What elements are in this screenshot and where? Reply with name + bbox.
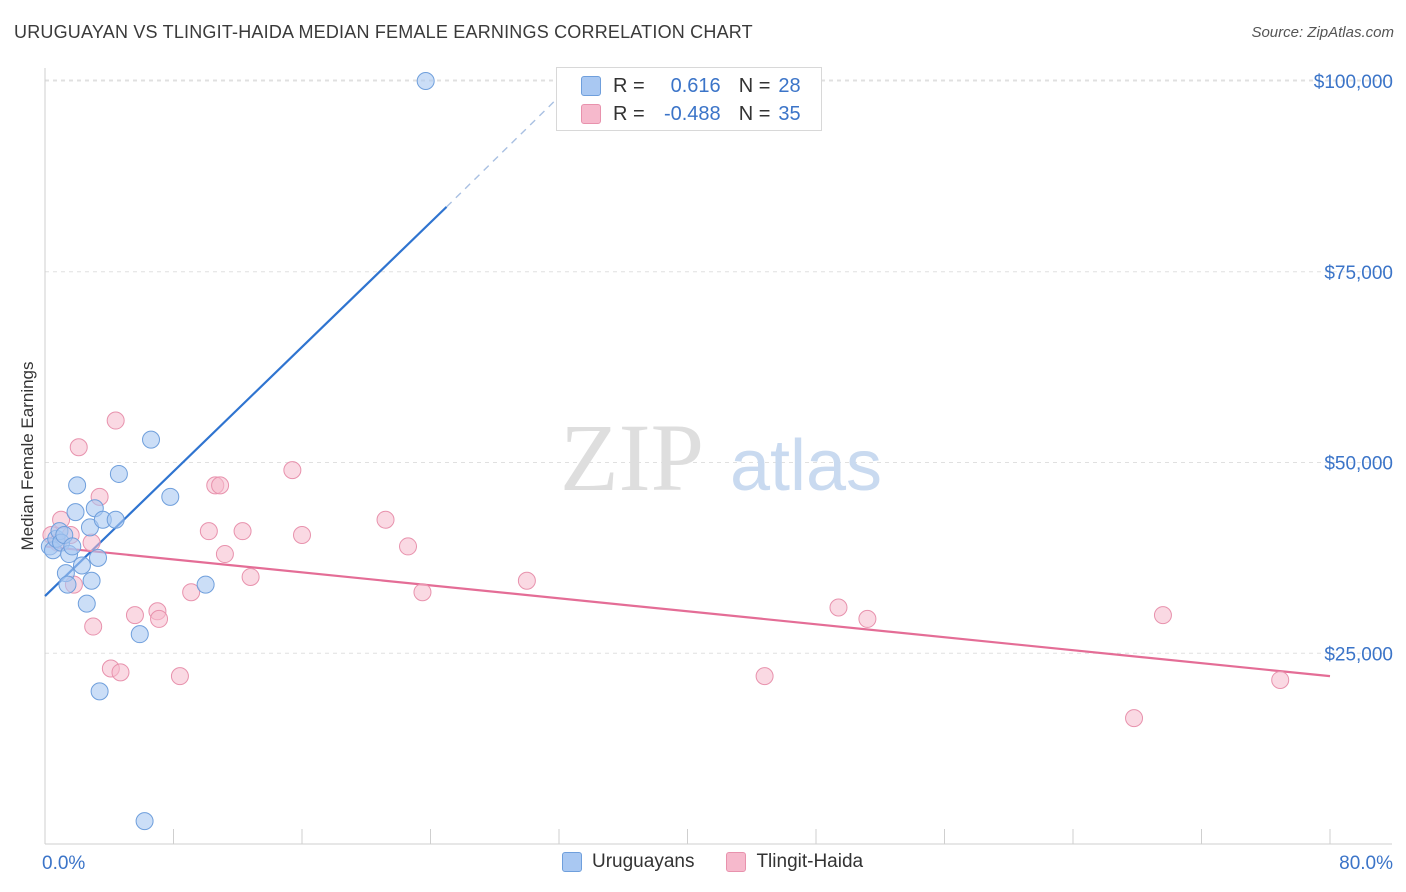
legend-r-value: -0.488 [663,102,721,125]
tlingit-haida-point [150,609,169,628]
tlingit-haida-point [215,545,234,564]
tlingit-haida-point [1125,709,1144,728]
tlingit-haida-point [376,510,395,529]
watermark-zip: ZIP [560,404,704,511]
legend-label-uruguayans: Uruguayans [592,851,695,872]
series-legend: Uruguayans Tlingit-Haida [562,851,895,873]
y-axis-label: Median Female Earnings [18,362,37,551]
uruguayan-point [142,430,161,449]
legend-swatch-pink [726,852,747,872]
legend-item-uruguayans[interactable]: Uruguayans [562,851,694,873]
uruguayan-point [68,476,87,495]
uruguayan-trend-line [44,206,448,597]
legend-label-tlingit-haida: Tlingit-Haida [756,851,864,872]
tlingit-haida-trend-line [44,545,1331,678]
uruguayan-point [82,571,101,590]
legend-n-label: N = [738,102,771,125]
tlingit-haida-point [233,522,252,541]
tlingit-haida-point [106,411,125,430]
tlingit-haida-point [293,525,311,544]
legend-swatch-pink [581,104,601,124]
legend-r-label: R = [613,102,645,125]
y-tick-label: $50,000 [1324,454,1393,475]
legend-swatch-blue [562,852,582,872]
tlingit-haida-point [241,567,260,586]
tlingit-haida-point [82,533,101,552]
tlingit-haida-point [1153,606,1172,625]
tlingit-haida-point [413,583,432,602]
tick-labels: $25,000 $50,000 $75,000 $100,000 0.0% 80.0% [42,72,1393,874]
tlingit-haida-point [211,476,230,495]
uruguayan-point [58,575,77,594]
legend-row-tlingit-haida: R = -0.488 N = 35 [581,101,801,127]
y-tick-label: $25,000 [1324,644,1393,665]
tlingit-haida-point [199,522,218,541]
y-tick-label: $75,000 [1324,263,1393,284]
legend-r-label: R = [613,74,645,97]
correlation-legend: R = 0.616 N = 28 R = -0.488 N = 35 [556,67,822,131]
legend-n-value: 28 [778,74,801,97]
trend-lines [44,80,1331,678]
chart-title: URUGUAYAN VS TLINGIT-HAIDA MEDIAN FEMALE… [14,22,753,42]
watermark-atlas: atlas [730,426,882,506]
tlingit-haida-point [111,663,130,682]
legend-n-value: 35 [778,102,801,125]
uruguayan-points [40,72,435,831]
uruguayan-point [161,487,180,506]
legend-swatch-blue [581,76,601,96]
tlingit-haida-point [755,667,774,686]
x-tick-label: 0.0% [42,853,85,874]
legend-n-label: N = [738,74,771,97]
uruguayan-point [135,812,154,831]
tlingit-haida-point [1271,670,1290,689]
uruguayan-point [77,594,96,613]
uruguayan-point [109,464,128,483]
uruguayan-point [416,72,435,90]
x-tick-label: 80.0% [1339,853,1393,874]
watermark: ZIP atlas [560,404,882,511]
y-tick-label: $100,000 [1314,72,1393,93]
uruguayan-trend-extension [446,80,576,208]
uruguayan-point [90,682,109,701]
tlingit-haida-point [829,598,848,617]
uruguayan-point [66,503,85,522]
uruguayan-point [72,556,91,575]
tlingit-haida-point [125,606,144,625]
tlingit-haida-point [170,667,189,686]
uruguayan-point [63,537,82,556]
tlingit-haida-point [283,461,302,480]
tlingit-haida-point [182,583,201,602]
legend-row-uruguayans: R = 0.616 N = 28 [581,73,801,99]
uruguayan-point [89,548,108,567]
legend-item-tlingit-haida[interactable]: Tlingit-Haida [726,851,863,873]
tlingit-haida-point [517,571,536,590]
tlingit-haida-point [858,609,877,628]
legend-r-value: 0.616 [670,74,721,97]
axes [44,68,1392,845]
tlingit-haida-point [399,537,418,556]
uruguayan-point [106,510,125,529]
uruguayan-point [130,625,149,644]
tlingit-haida-point [84,617,103,636]
tlingit-haida-point [69,438,88,457]
uruguayan-point [196,575,215,594]
source-label: Source: ZipAtlas.com [1251,24,1394,41]
